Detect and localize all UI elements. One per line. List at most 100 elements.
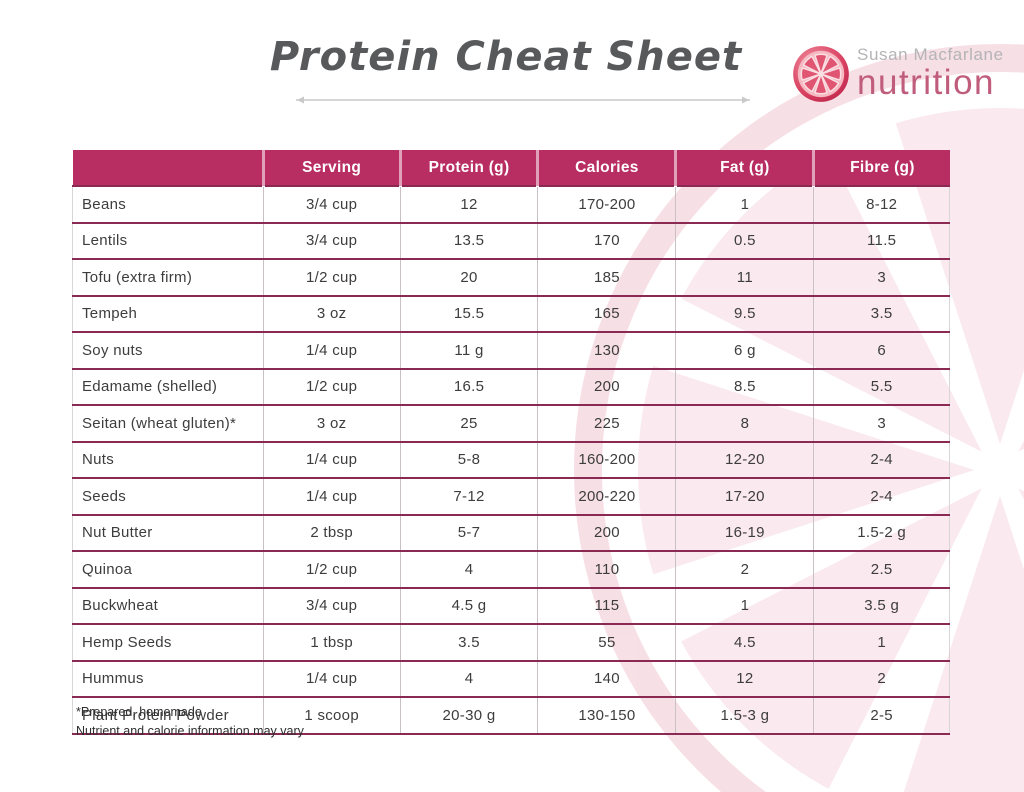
fat-cell: 4.5 xyxy=(675,623,814,661)
calories-cell: 185 xyxy=(537,258,676,296)
food-name-cell: Tempeh xyxy=(72,294,264,332)
nutrition-table: Serving Protein (g) Calories Fat (g) Fib… xyxy=(72,150,950,735)
fat-cell: 1 xyxy=(675,185,814,223)
logo-brand-text: nutrition xyxy=(857,63,996,102)
calories-cell: 165 xyxy=(537,294,676,332)
serving-cell: 1/4 cup xyxy=(262,659,401,697)
serving-cell: 3/4 cup xyxy=(262,586,401,624)
header-protein: Protein (g) xyxy=(398,150,538,186)
calories-cell: 170-200 xyxy=(537,185,676,223)
footnote-prepared: *Prepared, homemade xyxy=(76,705,202,719)
protein-cell: 5-7 xyxy=(399,513,538,551)
table-row: Edamame (shelled) 1/2 cup 16.5 200 8.5 5.5 xyxy=(72,367,950,405)
protein-cell: 5-8 xyxy=(399,440,538,478)
fat-cell: 16-19 xyxy=(675,513,814,551)
protein-cell: 11 g xyxy=(399,331,538,369)
fat-cell: 0.5 xyxy=(675,221,814,259)
fibre-cell: 8-12 xyxy=(813,185,950,223)
protein-cell: 7-12 xyxy=(399,477,538,515)
table-row: Hummus 1/4 cup 4 140 12 2 xyxy=(72,659,950,697)
fat-cell: 1 xyxy=(675,586,814,624)
fat-cell: 8.5 xyxy=(675,367,814,405)
table-row: Lentils 3/4 cup 13.5 170 0.5 11.5 xyxy=(72,221,950,259)
protein-cell: 4 xyxy=(399,659,538,697)
serving-cell: 1/4 cup xyxy=(262,477,401,515)
header-food xyxy=(72,150,264,186)
calories-cell: 140 xyxy=(537,659,676,697)
food-name-cell: Quinoa xyxy=(72,550,264,588)
table-row: Nuts 1/4 cup 5-8 160-200 12-20 2-4 xyxy=(72,440,950,478)
header-fibre: Fibre (g) xyxy=(812,150,950,186)
table-row: Buckwheat 3/4 cup 4.5 g 115 1 3.5 g xyxy=(72,586,950,624)
serving-cell: 1 tbsp xyxy=(262,623,401,661)
logo-name-text: Susan Macfarlane xyxy=(857,45,1004,64)
protein-cell: 15.5 xyxy=(399,294,538,332)
fibre-cell: 2.5 xyxy=(813,550,950,588)
food-name-cell: Lentils xyxy=(72,221,264,259)
table-row: Seitan (wheat gluten)* 3 oz 25 225 8 3 xyxy=(72,404,950,442)
food-name-cell: Plant Protein Powder xyxy=(72,696,264,735)
protein-cell: 3.5 xyxy=(399,623,538,661)
serving-cell: 3 oz xyxy=(262,404,401,442)
protein-cell: 20-30 g xyxy=(399,696,538,735)
calories-cell: 200 xyxy=(537,367,676,405)
header-calories: Calories xyxy=(536,150,676,186)
food-name-cell: Nut Butter xyxy=(72,513,264,551)
grapefruit-logo-icon xyxy=(793,46,849,102)
fat-cell: 12-20 xyxy=(675,440,814,478)
protein-cell: 25 xyxy=(399,404,538,442)
food-name-cell: Hummus xyxy=(72,659,264,697)
fibre-cell: 2-5 xyxy=(813,696,950,735)
fat-cell: 2 xyxy=(675,550,814,588)
serving-cell: 3 oz xyxy=(262,294,401,332)
fibre-cell: 2 xyxy=(813,659,950,697)
food-name-cell: Beans xyxy=(72,185,264,223)
serving-cell: 1/2 cup xyxy=(262,550,401,588)
food-name-cell: Hemp Seeds xyxy=(72,623,264,661)
food-name-cell: Seeds xyxy=(72,477,264,515)
protein-cell: 20 xyxy=(399,258,538,296)
protein-cell: 12 xyxy=(399,185,538,223)
serving-cell: 3/4 cup xyxy=(262,185,401,223)
table-row: Nut Butter 2 tbsp 5-7 200 16-19 1.5-2 g xyxy=(72,513,950,551)
protein-cell: 13.5 xyxy=(399,221,538,259)
fibre-cell: 3.5 g xyxy=(813,586,950,624)
fat-cell: 17-20 xyxy=(675,477,814,515)
fat-cell: 12 xyxy=(675,659,814,697)
table-row: Quinoa 1/2 cup 4 110 2 2.5 xyxy=(72,550,950,588)
fibre-cell: 1.5-2 g xyxy=(813,513,950,551)
fibre-cell: 5.5 xyxy=(813,367,950,405)
food-name-cell: Soy nuts xyxy=(72,331,264,369)
fibre-cell: 3 xyxy=(813,404,950,442)
fat-cell: 8 xyxy=(675,404,814,442)
logo: Susan Macfarlane nutrition xyxy=(792,42,1004,103)
food-name-cell: Nuts xyxy=(72,440,264,478)
food-name-cell: Edamame (shelled) xyxy=(72,367,264,405)
serving-cell: 3/4 cup xyxy=(262,221,401,259)
serving-cell: 2 tbsp xyxy=(262,513,401,551)
footnote-variance: Nutrient and calorie information may var… xyxy=(76,724,304,739)
fibre-cell: 2-4 xyxy=(813,440,950,478)
serving-cell: 1/4 cup xyxy=(262,331,401,369)
table-row: Hemp Seeds 1 tbsp 3.5 55 4.5 1 xyxy=(72,623,950,661)
table-row: Tempeh 3 oz 15.5 165 9.5 3.5 xyxy=(72,294,950,332)
table-row: Beans 3/4 cup 12 170-200 1 8-12 xyxy=(72,185,950,223)
serving-cell: 1/2 cup xyxy=(262,367,401,405)
fibre-cell: 11.5 xyxy=(813,221,950,259)
calories-cell: 130 xyxy=(537,331,676,369)
protein-cell: 4 xyxy=(399,550,538,588)
protein-cell: 16.5 xyxy=(399,367,538,405)
calories-cell: 110 xyxy=(537,550,676,588)
table-row: Plant Protein Powder 1 scoop 20-30 g 130-15… xyxy=(72,696,950,735)
fat-cell: 9.5 xyxy=(675,294,814,332)
calories-cell: 160-200 xyxy=(537,440,676,478)
header-fat: Fat (g) xyxy=(674,150,814,186)
title-underline-arrow xyxy=(296,96,750,104)
fibre-cell: 3.5 xyxy=(813,294,950,332)
table-row: Tofu (extra firm) 1/2 cup 20 185 11 3 xyxy=(72,258,950,296)
food-name-cell: Seitan (wheat gluten)* xyxy=(72,404,264,442)
footnotes: *Prepared, homemade Nutrient and calorie… xyxy=(76,703,304,742)
calories-cell: 170 xyxy=(537,221,676,259)
